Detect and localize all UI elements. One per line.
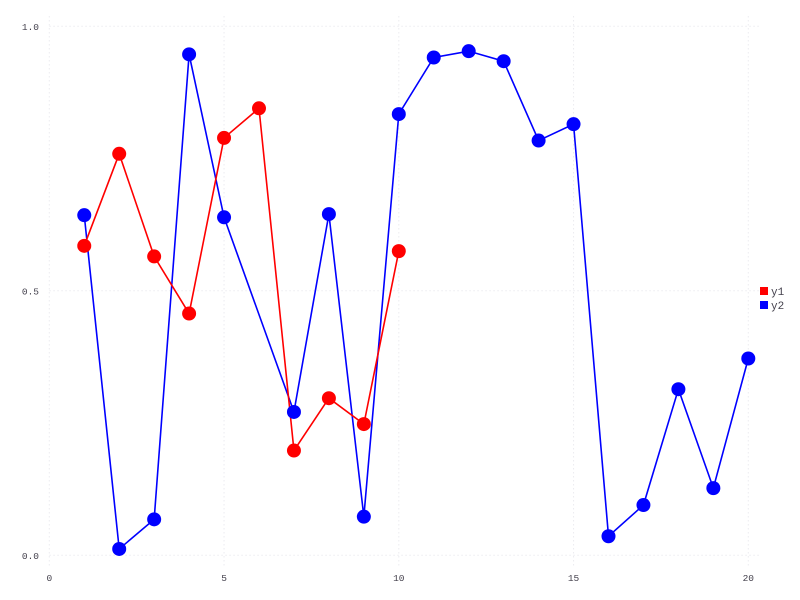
svg-text:15: 15 xyxy=(568,573,580,584)
svg-text:0.5: 0.5 xyxy=(22,287,39,298)
svg-text:0.0: 0.0 xyxy=(22,551,39,562)
svg-text:10: 10 xyxy=(393,573,405,584)
svg-text:1.0: 1.0 xyxy=(22,22,39,33)
svg-text:y2: y2 xyxy=(771,301,784,313)
svg-text:y1: y1 xyxy=(771,287,785,299)
svg-text:20: 20 xyxy=(743,573,755,584)
svg-text:0: 0 xyxy=(46,573,52,584)
svg-text:5: 5 xyxy=(221,573,227,584)
